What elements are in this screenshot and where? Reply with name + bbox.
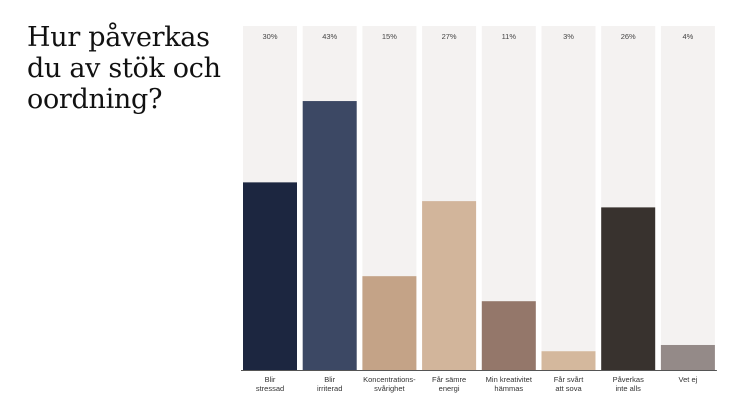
- category-label-6-line-1: Får svårt: [554, 375, 585, 384]
- category-label-2-line-1: Blir: [324, 375, 335, 384]
- bar-value-label-1: 30%: [262, 32, 277, 41]
- category-label-6-line-2: att sova: [555, 384, 582, 393]
- bar-value-label-7: 26%: [621, 32, 636, 41]
- bar-5: [481, 301, 536, 370]
- bar-value-label-3: 15%: [382, 32, 397, 41]
- bar-4: [422, 201, 477, 370]
- bar-8: [660, 344, 715, 370]
- bar-2: [302, 101, 357, 371]
- category-label-2-line-2: irriterad: [317, 384, 342, 393]
- bar-3: [362, 276, 417, 370]
- page-title: Hur påverkas du av stök och oordning?: [27, 22, 221, 115]
- category-label-1-line-1: Blir: [265, 375, 276, 384]
- category-label-4-line-2: energi: [439, 384, 460, 393]
- category-label-7-line-1: Påverkas: [613, 375, 645, 384]
- bar-track-6: [541, 26, 596, 370]
- bar-1: [243, 182, 297, 370]
- category-label-8-line-1: Vet ej: [679, 375, 698, 384]
- category-label-4-line-1: Får sämre: [432, 375, 466, 384]
- bar-value-label-4: 27%: [442, 32, 457, 41]
- category-label-1-line-2: stressad: [256, 384, 284, 393]
- category-label-5-line-2: hämmas: [494, 384, 523, 393]
- bar-6: [541, 351, 596, 370]
- bar-7: [601, 207, 656, 370]
- bar-value-label-8: 4%: [682, 32, 693, 41]
- bar-value-label-5: 11%: [502, 32, 517, 41]
- bar-track-8: [660, 26, 715, 370]
- bar-value-label-6: 3%: [563, 32, 574, 41]
- category-label-3-line-2: svårighet: [374, 384, 405, 393]
- bar-value-label-2: 43%: [322, 32, 337, 41]
- category-label-5-line-1: Min kreativitet: [486, 375, 533, 384]
- category-label-3-line-1: Koncentrations-: [363, 375, 416, 384]
- category-label-7-line-2: inte alls: [615, 384, 641, 393]
